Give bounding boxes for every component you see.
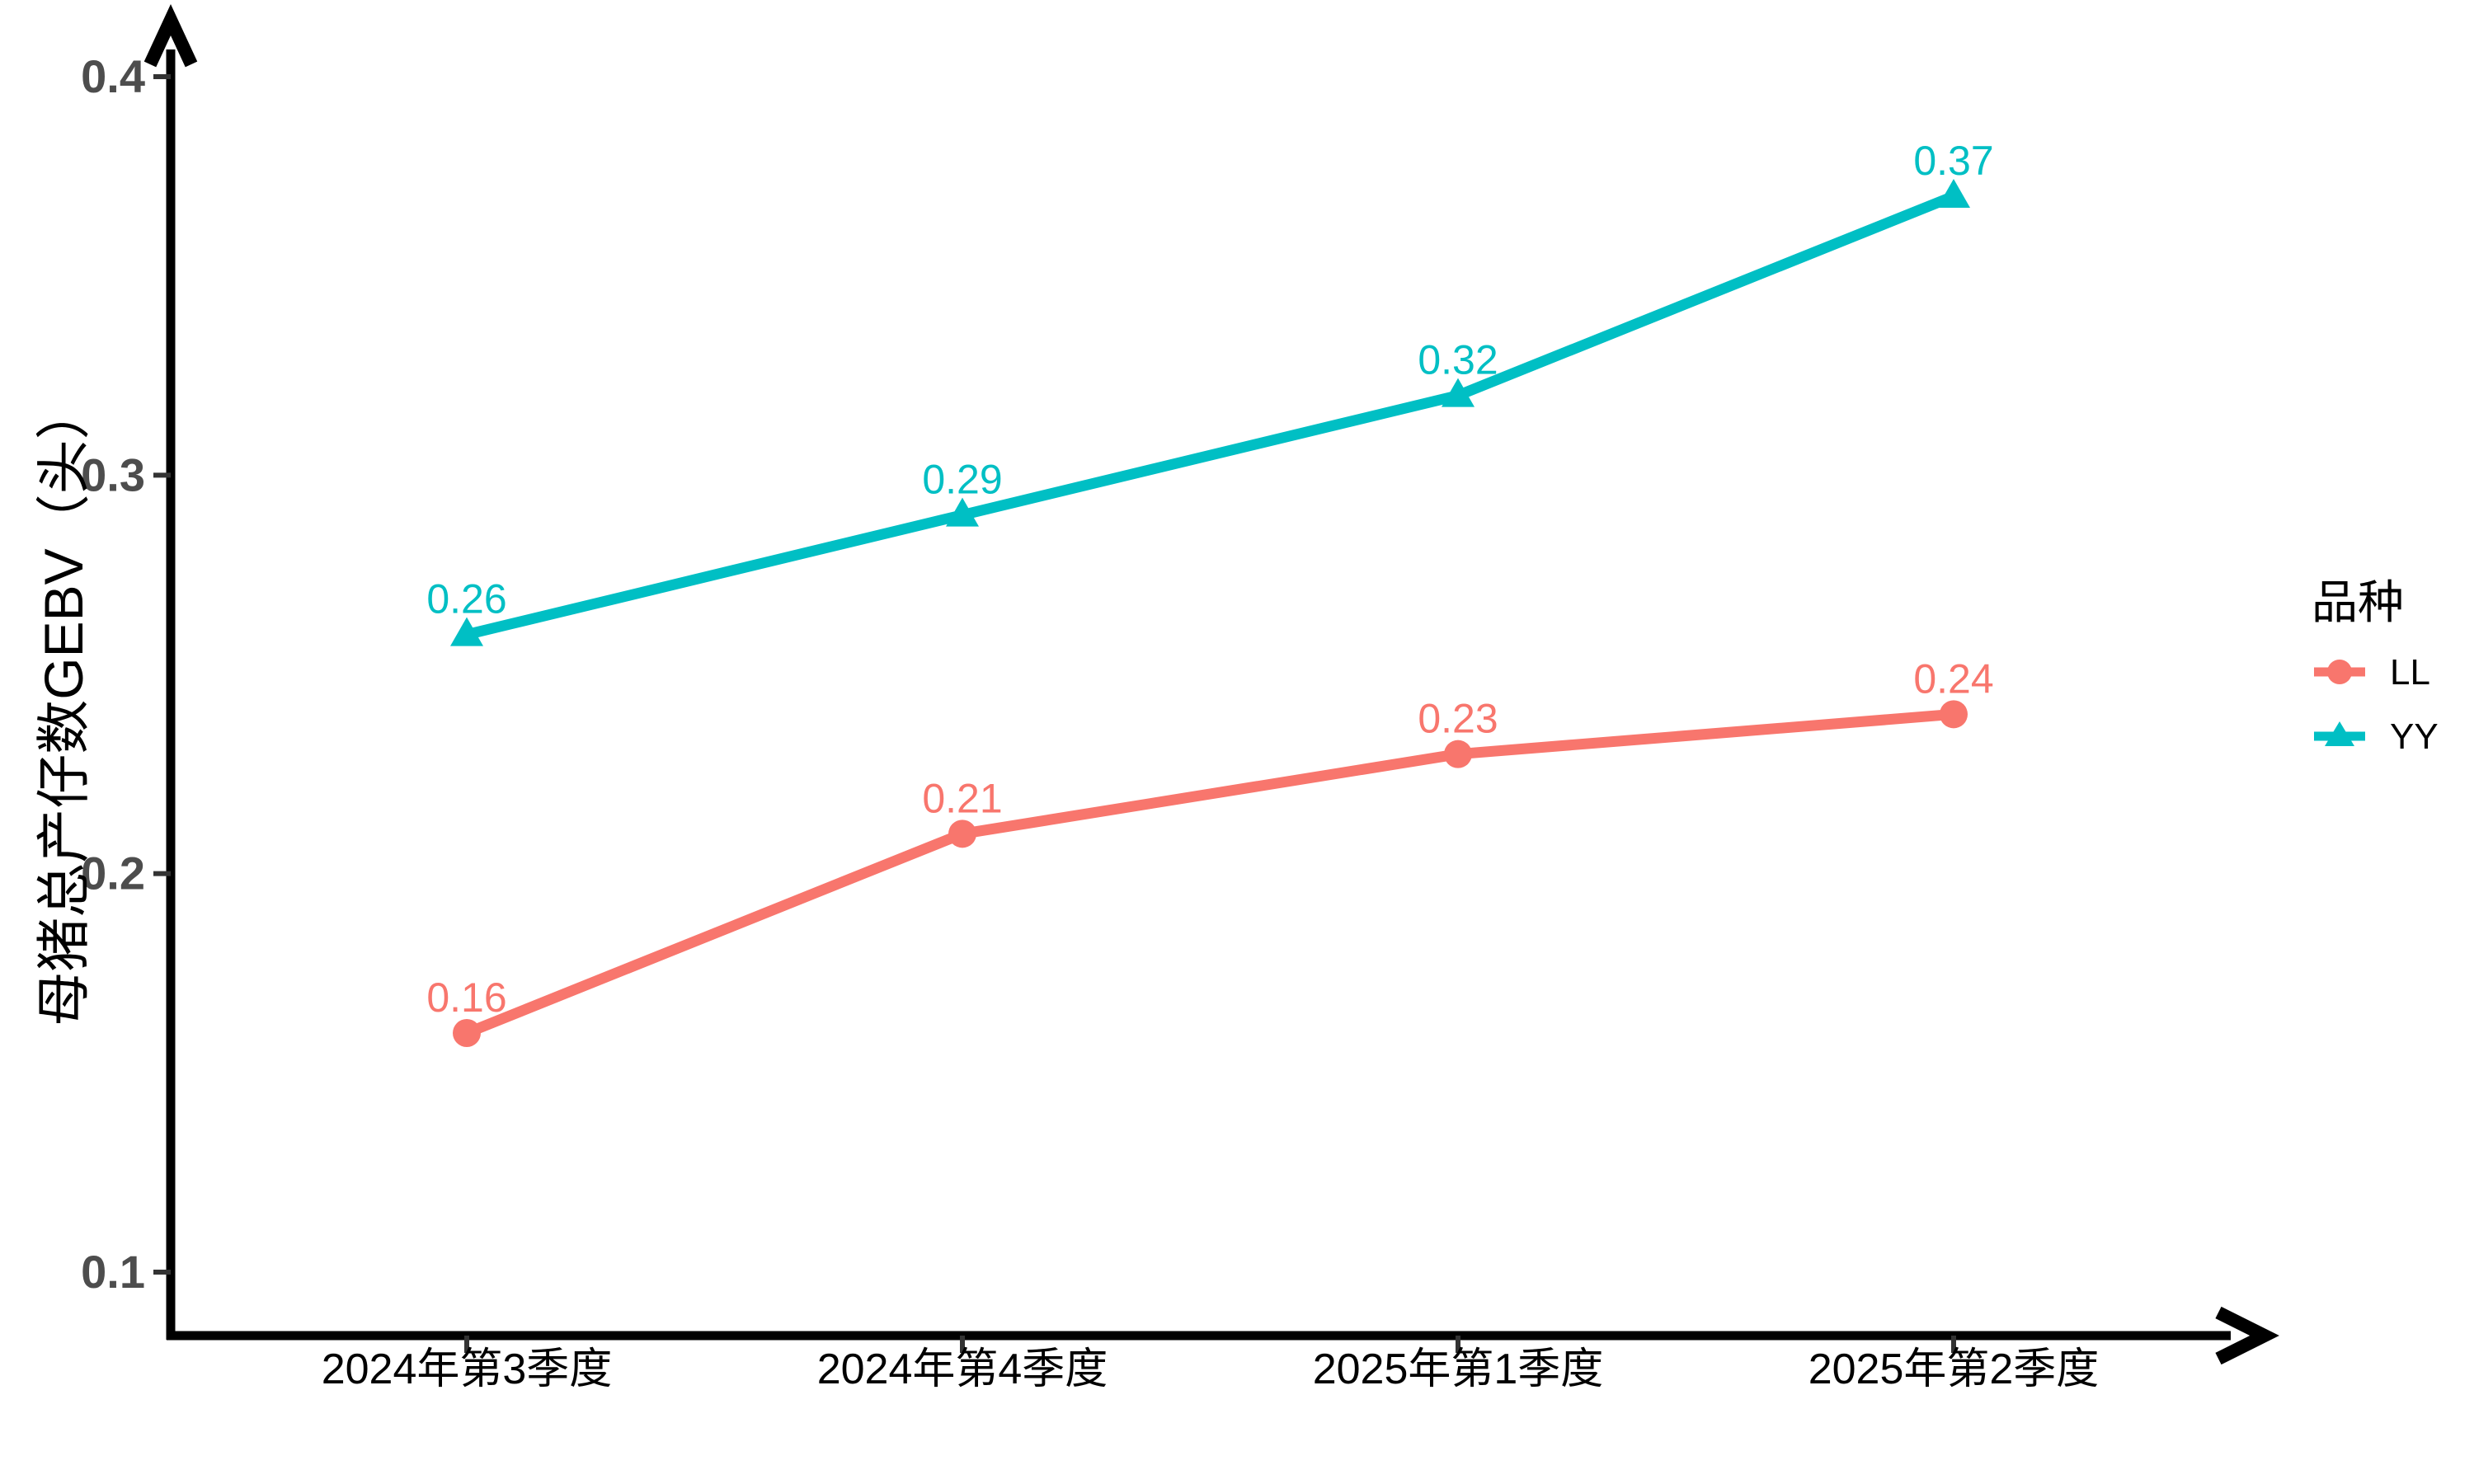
x-tick-label: 2025年第1季度 <box>1313 1345 1604 1393</box>
point-label-LL-0: 0.16 <box>426 974 506 1021</box>
legend: 品种 LL YY <box>2312 576 2439 757</box>
y-axis-title: 母猪总产仔数GEBV（头） <box>33 385 94 1026</box>
data-point-LL-0 <box>453 1019 481 1047</box>
data-point-LL-1 <box>948 819 976 848</box>
point-label-YY-2: 0.32 <box>1418 337 1498 383</box>
point-label-LL-2: 0.23 <box>1418 696 1498 742</box>
data-point-LL-2 <box>1444 740 1472 768</box>
series-lines <box>450 179 1970 1047</box>
x-tick-label: 2024年第4季度 <box>817 1345 1108 1393</box>
legend-label-LL: LL <box>2390 652 2430 693</box>
data-point-YY-0 <box>450 617 483 646</box>
point-label-YY-3: 0.37 <box>1913 138 1993 184</box>
point-labels: 0.16 0.21 0.23 0.24 0.26 0.29 0.32 0.37 <box>426 138 1993 1021</box>
data-point-YY-3 <box>1937 179 1970 208</box>
x-axis-arrow <box>2215 1306 2279 1365</box>
data-point-YY-2 <box>1442 378 1475 407</box>
legend-marker-LL <box>2327 660 2352 684</box>
legend-label-YY: YY <box>2390 716 2439 757</box>
axes: 0.1 0.2 0.3 0.4 2024年第3季度 2024年第4季度 2025年第1季度 2… <box>81 3 2279 1393</box>
series-line-LL <box>461 708 1959 1039</box>
x-tick-label: 2024年第3季度 <box>322 1345 613 1393</box>
y-tick-label: 0.4 <box>81 50 145 102</box>
y-tick-label: 0.3 <box>81 448 145 500</box>
series-line-YY <box>461 190 1959 641</box>
point-label-LL-3: 0.24 <box>1913 655 1993 702</box>
data-point-YY-1 <box>946 497 979 527</box>
x-tick-label: 2025年第2季度 <box>1808 1345 2100 1393</box>
y-axis-arrow <box>143 3 198 68</box>
data-point-LL-3 <box>1940 700 1968 729</box>
point-label-LL-1: 0.21 <box>922 775 1002 821</box>
y-tick-label: 0.2 <box>81 848 145 899</box>
y-tick-label: 0.1 <box>81 1246 145 1298</box>
legend-title: 品种 <box>2312 576 2404 628</box>
point-label-YY-0: 0.26 <box>426 576 506 622</box>
point-label-YY-1: 0.29 <box>922 457 1002 503</box>
legend-marker-YY <box>2325 721 2354 746</box>
